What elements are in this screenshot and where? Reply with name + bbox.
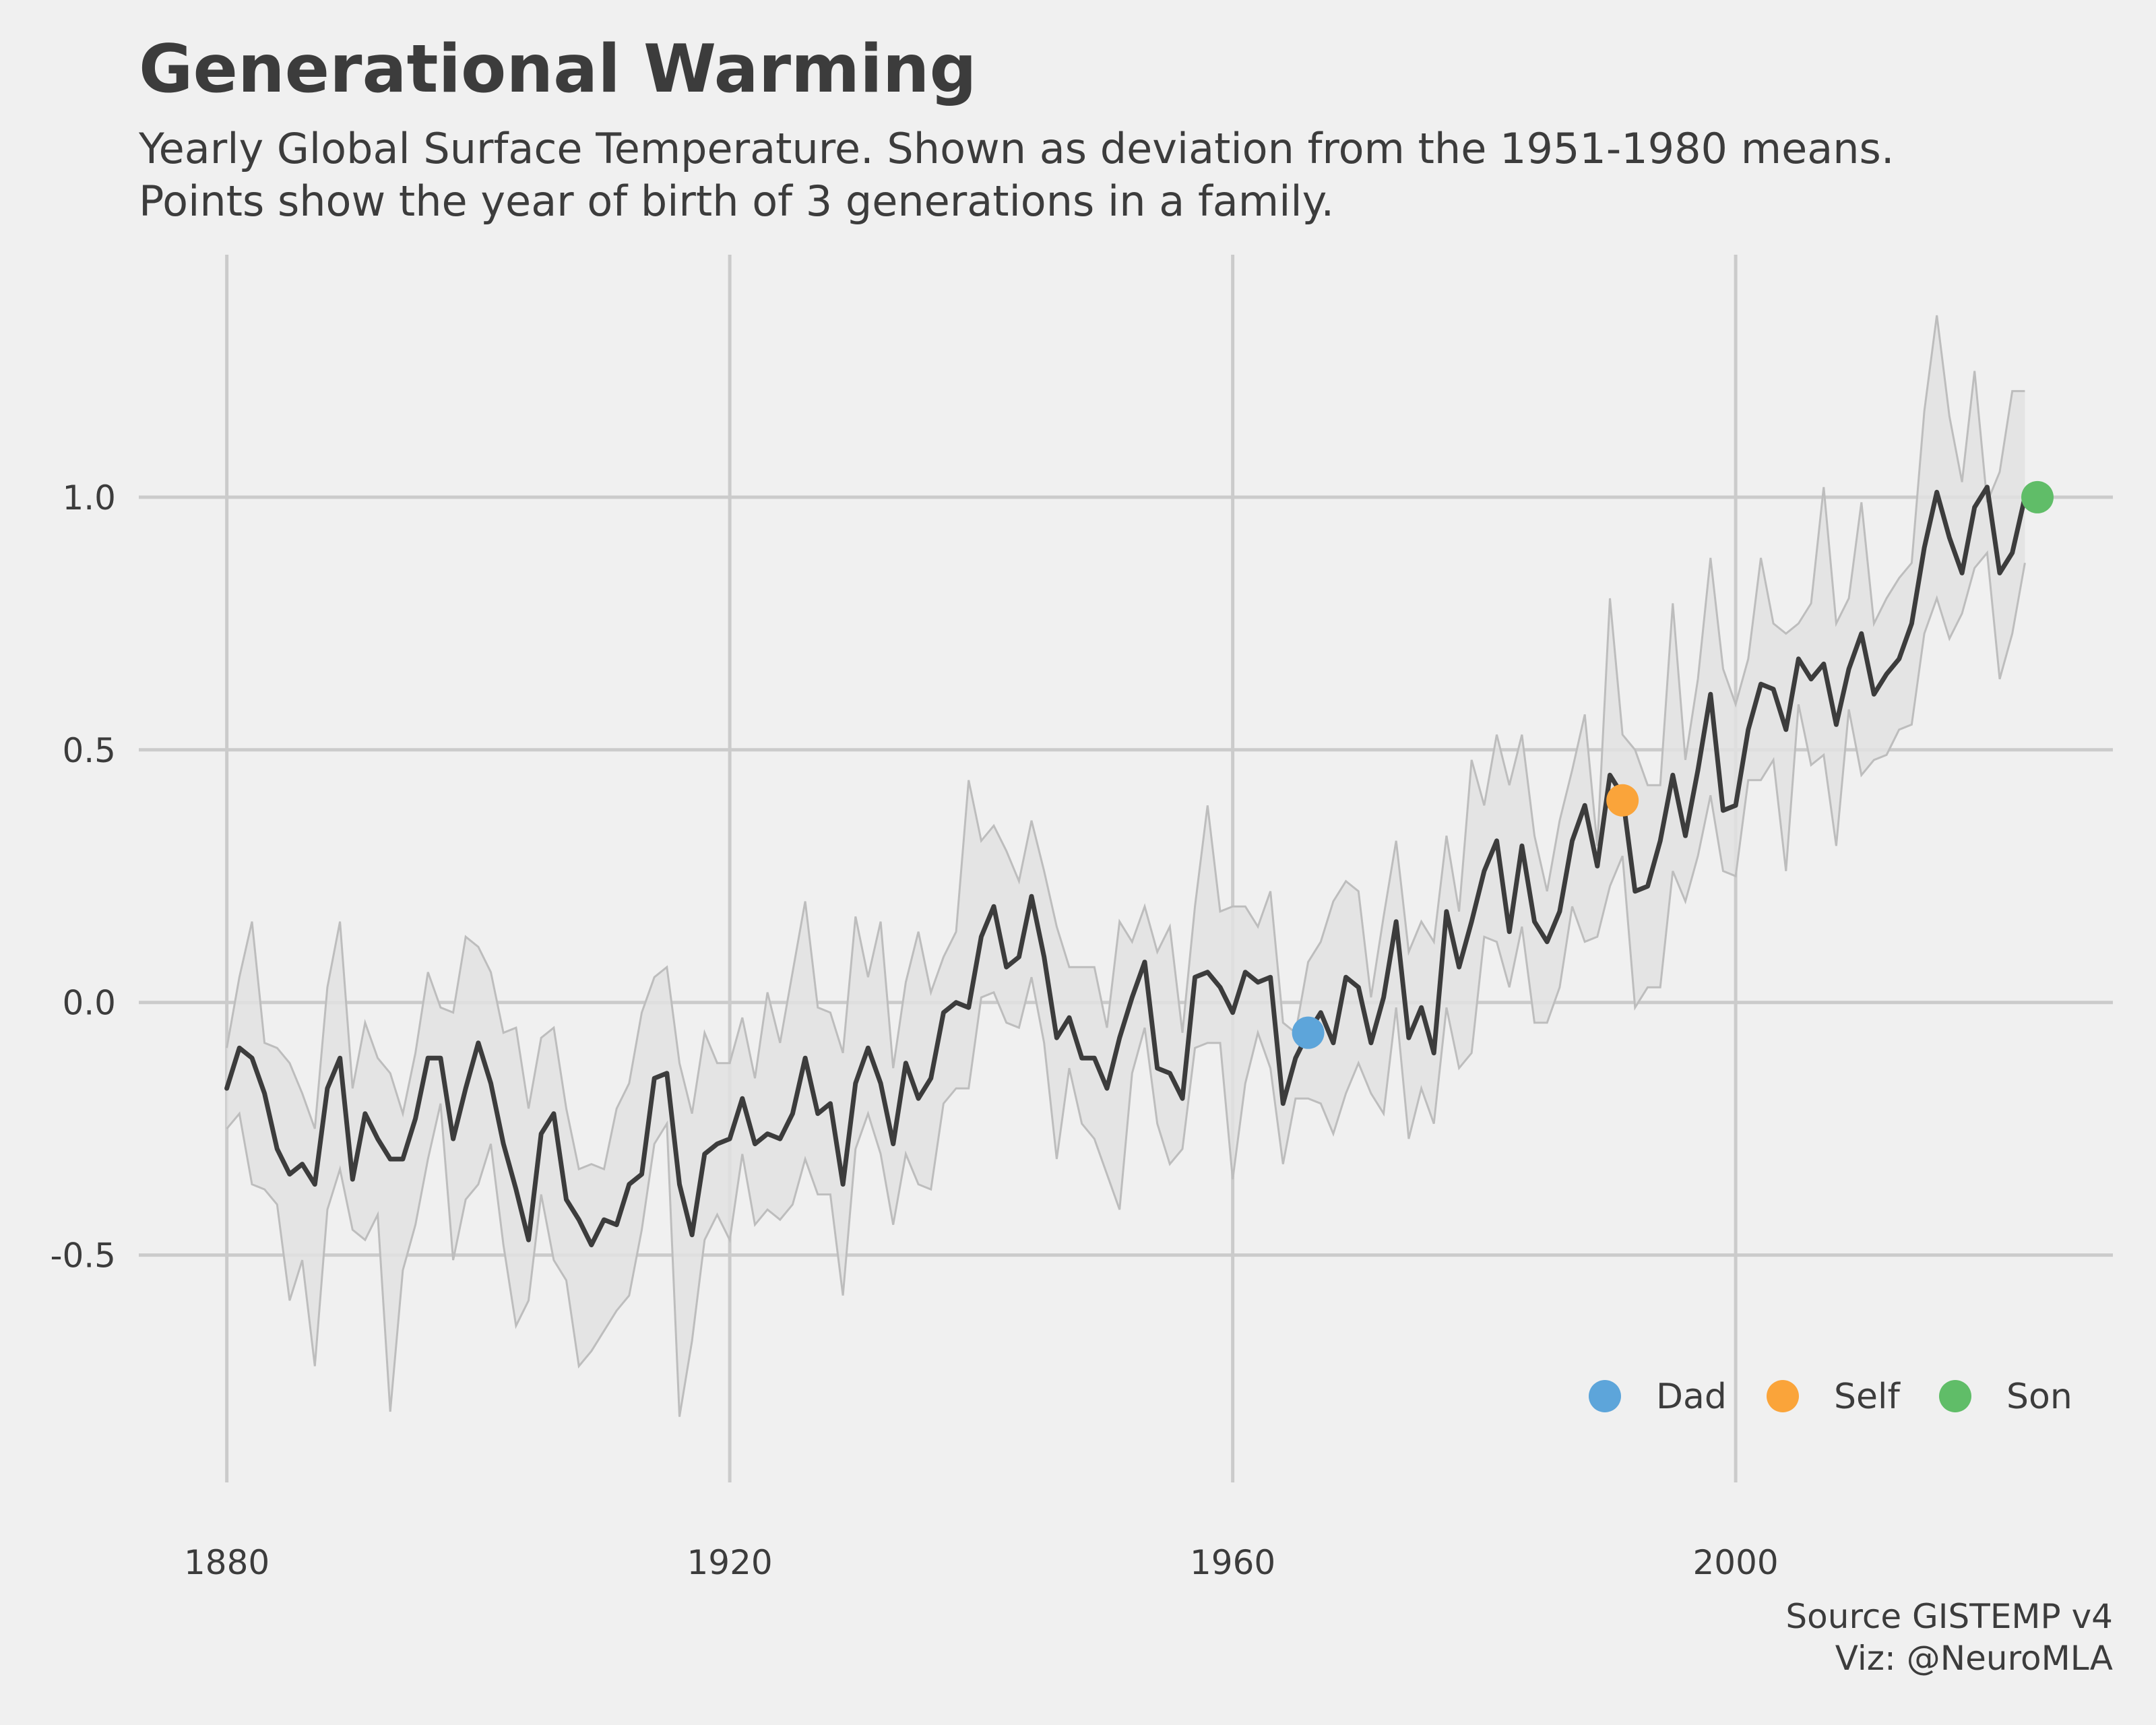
x-tick-label-1920: 1920 bbox=[687, 1543, 773, 1582]
uncertainty-band bbox=[226, 315, 2026, 1417]
legend-label-self: Self bbox=[1834, 1377, 1901, 1417]
point-self bbox=[1606, 784, 1639, 817]
viz-credit: Viz: @NeuroMLA bbox=[1835, 1639, 2113, 1678]
chart-subtitle-line-1: Yearly Global Surface Temperature. Shown… bbox=[139, 124, 1895, 173]
legend: Dad Self Son bbox=[1589, 1377, 2072, 1417]
y-tick-label-0.0: 0.0 bbox=[62, 984, 116, 1023]
legend-label-son: Son bbox=[2006, 1377, 2072, 1417]
generation-points bbox=[1292, 480, 2054, 1049]
uncertainty-upper-edge bbox=[226, 315, 2025, 1171]
uncertainty-band-fill bbox=[226, 315, 2025, 1417]
x-tick-label-2000: 2000 bbox=[1693, 1543, 1779, 1582]
x-tick-label-1880: 1880 bbox=[184, 1543, 270, 1582]
chart-title: Generational Warming bbox=[139, 31, 977, 108]
uncertainty-lower-edge bbox=[226, 550, 2026, 1417]
point-dad bbox=[1292, 1016, 1325, 1049]
y-tick-label--0.5: -0.5 bbox=[50, 1236, 116, 1276]
y-tick-label-0.5: 0.5 bbox=[62, 731, 116, 770]
temperature-series bbox=[224, 484, 2027, 1248]
temperature-line bbox=[224, 484, 2027, 1248]
legend-marker-dad bbox=[1589, 1380, 1621, 1412]
grid bbox=[139, 255, 2113, 1482]
legend-marker-son bbox=[1939, 1380, 1971, 1412]
legend-label-dad: Dad bbox=[1656, 1377, 1727, 1417]
source-credit: Source GISTEMP v4 bbox=[1785, 1597, 2113, 1636]
point-son bbox=[2021, 480, 2054, 513]
x-tick-label-1960: 1960 bbox=[1190, 1543, 1275, 1582]
y-tick-label-1.0: 1.0 bbox=[62, 478, 116, 518]
legend-marker-self bbox=[1767, 1380, 1799, 1412]
axis-ticks: 1880 1920 1960 2000 -0.5 0.0 0.5 1.0 bbox=[50, 478, 1778, 1582]
chart-subtitle-line-2: Points show the year of birth of 3 gener… bbox=[139, 177, 1335, 226]
